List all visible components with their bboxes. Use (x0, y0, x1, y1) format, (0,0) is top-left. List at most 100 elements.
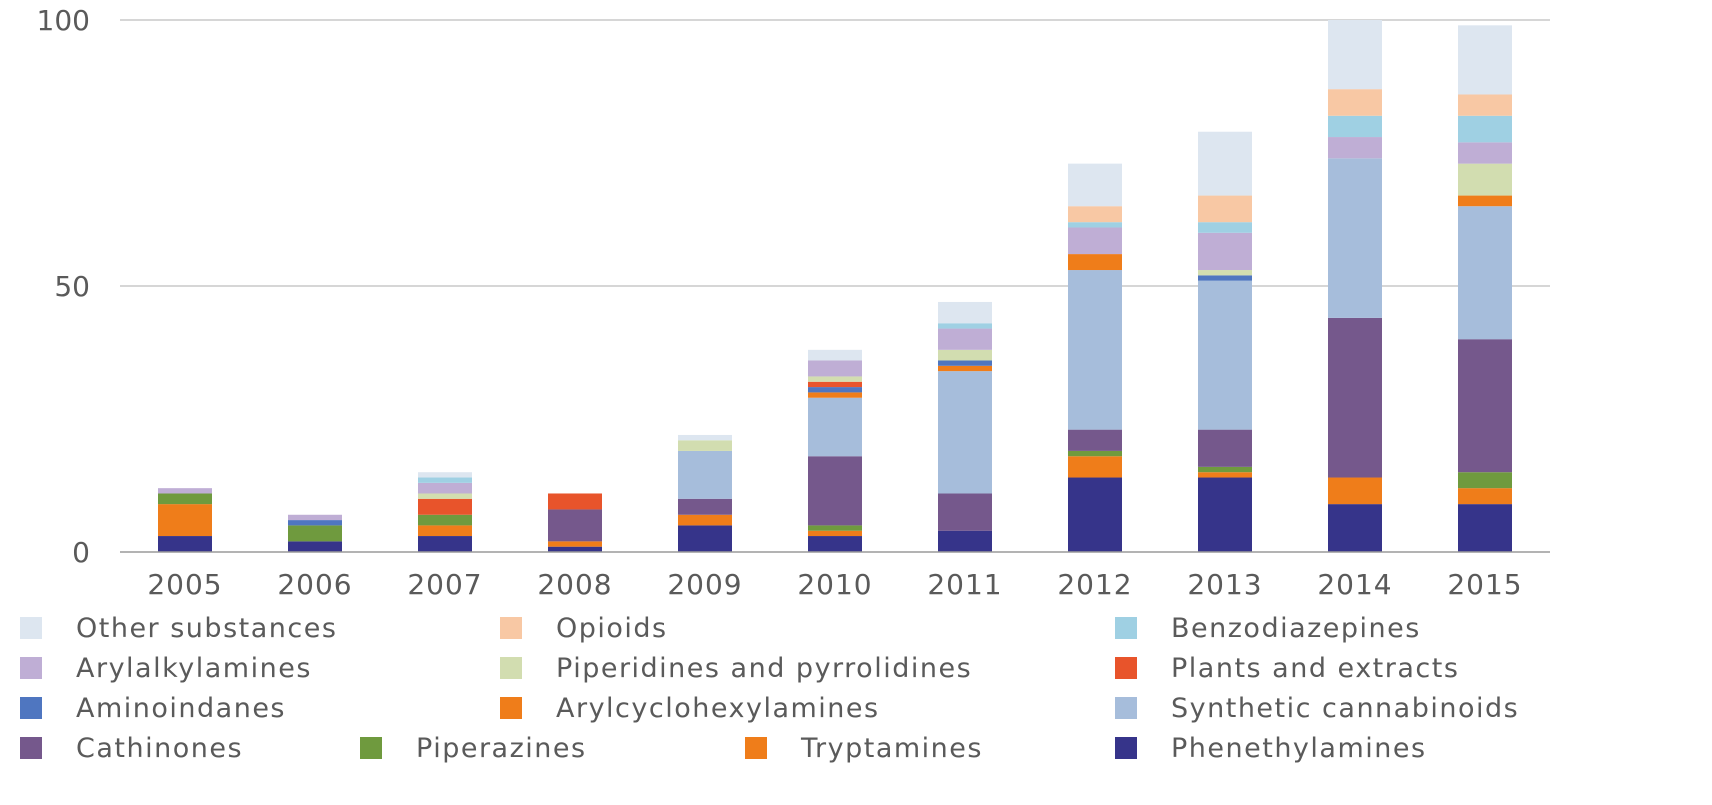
bar-segment (1458, 25, 1512, 95)
bar-segment (418, 482, 472, 494)
bar-segment (678, 514, 732, 526)
bar-segment (1198, 270, 1252, 276)
legend-swatch (1115, 617, 1137, 639)
legend-swatch (20, 697, 42, 719)
x-tick-label: 2006 (277, 568, 352, 601)
legend-label: Plants and extracts (1171, 652, 1460, 684)
bar-segment (1458, 206, 1512, 340)
legend-item: Piperazines (340, 730, 587, 766)
bar-segment (1328, 317, 1382, 478)
grid-layer (120, 19, 1550, 287)
chart-plot-area: 0 50 100 2005 2006 2007 2008 2009 2010 2011 2012 20… (37, 4, 1550, 601)
legend-label: Benzodiazepines (1171, 612, 1421, 644)
legend-item: Tryptamines (725, 730, 983, 766)
legend-label: Piperidines and pyrrolidines (556, 652, 973, 684)
legend-item: Opioids (480, 610, 668, 646)
bar-segment (1458, 339, 1512, 473)
legend-item: Arylcyclohexylamines (480, 690, 880, 726)
bar-segment (1068, 456, 1122, 478)
bar-segment (808, 397, 862, 457)
legend-row: Cathinones Piperazines Tryptamines Phenethy… (0, 730, 1712, 766)
legend-row: Other substances Opioids Benzodiazepines (0, 610, 1712, 646)
legend-swatch (1115, 657, 1137, 679)
bar-segment (1328, 477, 1382, 505)
bar-segment (418, 525, 472, 537)
bar-segment (418, 498, 472, 515)
bar-segment (938, 349, 992, 361)
bar-segment (938, 493, 992, 531)
bar-segment (1068, 270, 1122, 430)
bar-segment (938, 530, 992, 552)
bar-segment (938, 328, 992, 350)
legend-label: Piperazines (416, 732, 587, 764)
y-tick-label: 100 (37, 4, 90, 37)
bar-segment (1458, 504, 1512, 552)
legend-item: Cathinones (0, 730, 243, 766)
x-tick-label: 2007 (407, 568, 482, 601)
bar-segment (808, 376, 862, 382)
bar-segment (808, 349, 862, 361)
bar-layer (158, 20, 1512, 552)
legend-swatch (360, 737, 382, 759)
x-tick-label: 2014 (1317, 568, 1392, 601)
bar-segment (678, 525, 732, 552)
bar-segment (938, 360, 992, 366)
bar-segment (808, 456, 862, 526)
x-tick-label: 2011 (927, 568, 1002, 601)
bar-segment (1068, 206, 1122, 223)
legend-label: Arylalkylamines (76, 652, 312, 684)
bar-segment (678, 450, 732, 499)
bar-segment (1198, 429, 1252, 467)
bar-segment (678, 498, 732, 515)
legend-item: Benzodiazepines (1095, 610, 1421, 646)
bar-segment (1458, 488, 1512, 505)
y-tick-label: 0 (72, 536, 90, 569)
bar-segment (1068, 477, 1122, 552)
bar-segment (1328, 115, 1382, 138)
legend-item: Piperidines and pyrrolidines (480, 650, 972, 686)
bar-segment (1458, 472, 1512, 489)
bar-segment (1198, 466, 1252, 473)
bar-segment (418, 472, 472, 478)
bar-segment (1068, 450, 1122, 457)
bar-segment (548, 493, 602, 510)
bar-segment (548, 546, 602, 552)
bar-segment (1328, 504, 1382, 552)
bar-segment (288, 541, 342, 552)
legend-swatch (745, 737, 767, 759)
bar-segment (1328, 20, 1382, 90)
bar-segment (1328, 158, 1382, 318)
legend-item: Aminoindanes (0, 690, 286, 726)
legend-item: Phenethylamines (1095, 730, 1427, 766)
legend-item: Plants and extracts (1095, 650, 1459, 686)
legend-label: Cathinones (76, 732, 244, 764)
bar-segment (1068, 227, 1122, 255)
bar-segment (158, 493, 212, 505)
legend-item: Other substances (0, 610, 337, 646)
bar-segment (808, 392, 862, 398)
bar-segment (1458, 163, 1512, 196)
legend-swatch (1115, 737, 1137, 759)
y-tick-label: 50 (54, 270, 90, 303)
legend-label: Other substances (76, 612, 338, 644)
bar-segment (1198, 232, 1252, 271)
x-tick-label: 2009 (667, 568, 742, 601)
bar-segment (1458, 142, 1512, 164)
bar-segment (418, 536, 472, 552)
legend-label: Aminoindanes (76, 692, 286, 724)
legend-label: Phenethylamines (1171, 732, 1427, 764)
legend-row: Aminoindanes Arylcyclohexylamines Syntheti… (0, 690, 1712, 726)
x-tick-label: 2008 (537, 568, 612, 601)
bar-segment (808, 381, 862, 388)
bar-segment (678, 440, 732, 451)
legend-swatch (500, 617, 522, 639)
bar-segment (808, 525, 862, 531)
bar-segment (1068, 222, 1122, 228)
x-tick-label: 2012 (1057, 568, 1132, 601)
bar-segment (288, 520, 342, 526)
bar-segment (938, 323, 992, 329)
bar-segment (1068, 163, 1122, 207)
legend-label: Synthetic cannabinoids (1171, 692, 1520, 724)
bar-segment (808, 536, 862, 552)
